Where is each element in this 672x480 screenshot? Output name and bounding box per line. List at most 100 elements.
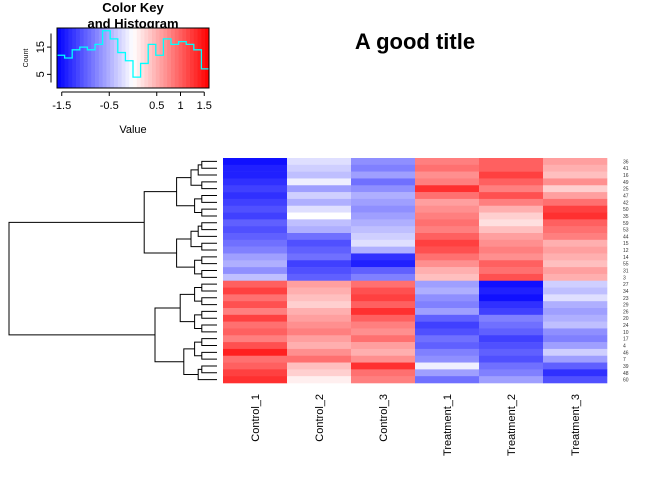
color-key-swatch (197, 28, 202, 88)
row-label: 26 (623, 309, 629, 315)
dendrogram-root (8, 221, 155, 336)
x-tick-label: 1.5 (197, 100, 212, 112)
histogram-line (57, 30, 209, 78)
heatmap-cell (223, 198, 288, 207)
heatmap-cell (223, 335, 288, 343)
heatmap-cell (415, 287, 480, 295)
heatmap-cell (415, 328, 480, 336)
heatmap-cell (415, 376, 480, 384)
dendrogram-branch (201, 242, 217, 251)
heatmap-cell (415, 239, 480, 247)
heatmap-cell (479, 260, 544, 268)
heatmap-cell (287, 171, 352, 179)
heatmap-cell (351, 260, 416, 268)
row-label: 14 (623, 255, 629, 261)
heatmap-cell (351, 212, 416, 220)
heatmap-cell (351, 369, 416, 377)
heatmap-cell (479, 328, 544, 336)
row-label: 42 (623, 200, 629, 206)
heatmap-cell (415, 280, 480, 288)
heatmap-cell (287, 287, 352, 295)
heatmap-cell (479, 335, 544, 343)
color-key-swatch (121, 28, 126, 88)
heatmap-cell (479, 314, 544, 322)
heatmap-cell (543, 212, 608, 220)
color-key-swatch (76, 28, 81, 88)
heatmap-cell (287, 260, 352, 268)
heatmap-cell (479, 246, 544, 254)
heatmap-cell (287, 355, 352, 363)
heatmap-cell (479, 158, 544, 166)
dendrogram-branch (197, 225, 217, 237)
heatmap-cell (351, 328, 416, 336)
dendrogram-branch (201, 324, 217, 333)
row-label: 10 (623, 330, 629, 336)
dendrogram-branch (176, 177, 195, 207)
heatmap-cell (415, 212, 480, 220)
heatmap-cell (415, 267, 480, 275)
color-key-swatch (178, 28, 183, 88)
heatmap-cell (543, 226, 608, 234)
heatmap-cell (479, 294, 544, 302)
heatmap-cell (287, 226, 352, 234)
heatmap-cell (223, 246, 288, 254)
row-label: 12 (623, 248, 629, 254)
heatmap-cell (223, 212, 288, 220)
heatmap-cell (415, 362, 480, 370)
heatmap-cell (479, 219, 544, 227)
heatmap-cell (351, 178, 416, 186)
heatmap-cell (223, 328, 288, 336)
heatmap-cell (287, 164, 352, 172)
color-key-swatch (102, 28, 107, 88)
color-key-swatch (159, 28, 164, 88)
row-label: 48 (623, 371, 629, 377)
color-key-ylabel: Count (23, 49, 30, 68)
heatmap-cell (287, 362, 352, 370)
heatmap-cell (223, 260, 288, 268)
color-key-swatch (155, 28, 161, 88)
heatmap-cell (223, 158, 288, 166)
color-key-swatch (114, 28, 119, 88)
color-key-swatch (129, 28, 134, 88)
heatmap-cell (415, 253, 480, 261)
row-label: 31 (623, 269, 629, 275)
heatmap-cell (223, 362, 288, 370)
heatmap-cell (479, 280, 544, 288)
color-key-swatch (163, 28, 168, 88)
heatmap-cell (287, 233, 352, 241)
heatmap-cell (415, 158, 480, 166)
dendrogram-branch (190, 230, 202, 248)
dendrogram-branch (201, 365, 217, 374)
heatmap-cell (543, 158, 608, 166)
row-dendrogram (8, 160, 217, 381)
heatmap-cell (287, 185, 352, 193)
heatmap-cell (543, 253, 608, 261)
heatmap-cell (351, 280, 416, 288)
color-key-swatch (106, 28, 111, 88)
heatmap-cell (351, 219, 416, 227)
heatmap-cell (479, 369, 544, 377)
x-tick-label: -1.5 (52, 100, 71, 112)
dendrogram-branch (194, 287, 202, 302)
heatmap-cell (351, 355, 416, 363)
heatmap-cell (351, 294, 416, 302)
heatmap-cell (223, 219, 288, 227)
heatmap-cell (223, 376, 288, 384)
heatmap-cell (479, 308, 544, 316)
row-label: 36 (623, 159, 629, 165)
heatmap-cell (223, 171, 288, 179)
dendrogram-branch (201, 160, 217, 169)
color-key-x-axis: -1.5 -0.5 0.5 1 1.5 (52, 91, 212, 112)
dendrogram-branch (194, 259, 202, 275)
heatmap-cell (287, 158, 352, 166)
heatmap-cell (543, 164, 608, 172)
color-key-swatch (110, 28, 115, 88)
heatmap-cell (351, 253, 416, 261)
heatmap-cell (543, 233, 608, 241)
heatmap-cell (543, 246, 608, 254)
heatmap-cell (287, 205, 352, 213)
row-label: 55 (623, 262, 629, 268)
heatmap-cell (479, 178, 544, 186)
heatmap-cell (351, 185, 416, 193)
color-key-swatch (133, 28, 138, 88)
